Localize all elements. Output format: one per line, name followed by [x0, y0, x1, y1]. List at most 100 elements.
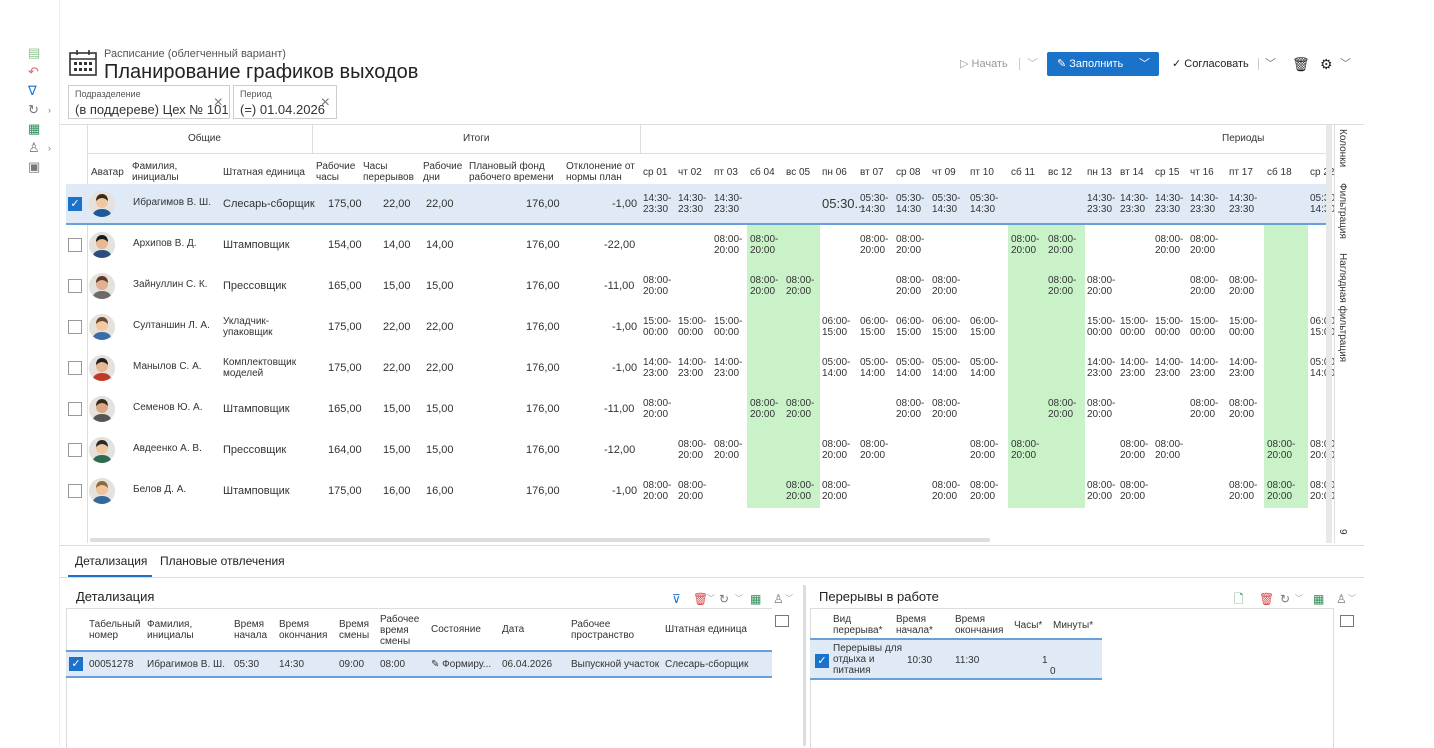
chevron-down-icon[interactable]: ﹀ [785, 594, 793, 603]
shift-cell: 05:00- 14:00 [860, 357, 889, 379]
breaks-row-checkbox[interactable]: ✓ [815, 654, 829, 668]
side-tab[interactable]: Наглядная фильтрация [1337, 253, 1348, 363]
expand-arrow-icon[interactable]: › [48, 143, 51, 153]
tab-detail[interactable]: Детализация [75, 554, 148, 568]
undo-icon[interactable]: ↶ [28, 64, 39, 79]
position-label: Штамповщик [223, 485, 290, 497]
close-icon[interactable]: × [320, 94, 330, 111]
start-dropdown-icon[interactable]: ﹀ [1027, 58, 1038, 70]
refresh-icon[interactable]: ↻ [28, 102, 39, 117]
chevron-down-icon[interactable]: ﹀ [1139, 58, 1150, 70]
column-header-day: чт 09 [932, 167, 956, 178]
avatar [89, 478, 115, 504]
shift-cell: 08:00- 20:00 [786, 275, 815, 297]
employee-name: Авдеенко А. В. [133, 443, 202, 454]
shift-cell: 08:00- 20:00 [1267, 439, 1296, 461]
filter-chip[interactable]: Подразделение (в поддереве) Цех № 101 × [68, 85, 230, 119]
fill-button[interactable]: ✎ Заполнить ﹀ [1047, 52, 1159, 76]
shift-cell: 08:00- 20:00 [643, 480, 672, 502]
shift-cell: 08:00- 20:00 [1229, 275, 1258, 297]
shift-cell: 05:30 14:30 [1310, 193, 1336, 215]
excel-icon[interactable]: ▦ [28, 121, 41, 136]
group-divider [312, 125, 313, 153]
chevron-down-icon[interactable]: ﹀ [1348, 594, 1356, 603]
user-icon[interactable]: ♙ [28, 140, 40, 155]
calendar-icon[interactable]: ▣ [28, 159, 41, 174]
panel-splitter[interactable] [803, 585, 806, 746]
shift-cell: 08:00- 20:00 [1120, 480, 1149, 502]
tab-planned[interactable]: Плановые отвлечения [160, 554, 285, 568]
row-checkbox[interactable] [68, 484, 82, 498]
shift-cell: 08:00- 20:00 [1229, 398, 1258, 420]
chevron-down-icon[interactable]: ﹀ [707, 594, 715, 603]
deviation: -11,00 [604, 403, 635, 415]
detail-row-checkbox[interactable]: ✓ [69, 657, 83, 671]
detail-column-chooser-icon[interactable] [775, 615, 789, 627]
row-checkbox[interactable]: ✓ [68, 197, 82, 211]
grid-horizontal-scrollbar[interactable] [90, 538, 990, 542]
chevron-down-icon[interactable]: ﹀ [1295, 594, 1303, 603]
shift-cell: 08:00- 20:00 [714, 439, 743, 461]
detail-column-header: Фамилия, инициалы [147, 619, 194, 641]
refresh-icon[interactable]: ↻ [719, 592, 730, 606]
shift-cell: 08:00- 20:00 [678, 480, 707, 502]
work-hours: 175,00 [328, 198, 362, 210]
start-button[interactable]: ▷ Начать [960, 58, 1008, 70]
excel-icon[interactable]: ▦ [750, 592, 762, 606]
column-header-day: вт 07 [860, 167, 884, 178]
work-days: 15,00 [426, 280, 454, 292]
filter-icon[interactable]: ∇ [28, 83, 37, 98]
shift-cell: 08:00- 20:00 [643, 398, 672, 420]
row-checkbox[interactable] [68, 443, 82, 457]
row-checkbox[interactable] [68, 279, 82, 293]
filter-chip[interactable]: Период (=) 01.04.2026 × [233, 85, 337, 119]
avatar [89, 232, 115, 258]
close-icon[interactable]: × [213, 94, 223, 111]
shift-cell: 08:00- 20:00 [750, 398, 779, 420]
user-icon[interactable]: ♙ [1336, 592, 1347, 606]
avatar [89, 314, 115, 340]
shift-cell: 05:30- 14:30 [932, 193, 961, 215]
shift-cell: 08:00- 20:00 [643, 275, 672, 297]
employee-name: Зайнуллин С. К. [133, 279, 208, 290]
shift-cell: 08:00- 20:00 [896, 398, 925, 420]
row-checkbox[interactable] [68, 361, 82, 375]
shift-cell: 06:00 15:00 [1310, 316, 1336, 338]
gear-icon[interactable]: ⚙ [1320, 56, 1333, 72]
detail-cell: 14:30 [279, 659, 305, 670]
trash-icon[interactable]: 🗑 [693, 592, 709, 606]
trash-icon[interactable]: 🗑 [1259, 592, 1275, 606]
grid-vertical-scrollbar[interactable] [1326, 125, 1332, 543]
side-tab[interactable]: Фильтрация [1337, 183, 1348, 239]
approve-dropdown-icon[interactable]: ﹀ [1265, 58, 1276, 70]
add-icon[interactable]: 🗋 [1234, 592, 1244, 606]
shift-cell: 08:00- 20:00 [970, 480, 999, 502]
chevron-down-icon[interactable]: ﹀ [735, 594, 743, 603]
deviation: -12,00 [604, 444, 636, 456]
breaks-column-chooser-icon[interactable] [1340, 615, 1354, 627]
shift-cell: 15:00- 00:00 [1229, 316, 1258, 338]
position-label: Штамповщик [223, 403, 290, 415]
row-checkbox[interactable] [68, 238, 82, 252]
shift-cell: 06:00- 15:00 [822, 316, 851, 338]
row-checkbox[interactable] [68, 320, 82, 334]
breaks-cell: Перерывы для отдыха и питания [833, 643, 902, 676]
side-tab[interactable]: Колонки [1337, 129, 1348, 168]
employee-name: Султаншин Л. А. [133, 320, 210, 331]
settings-dropdown-icon[interactable]: ﹀ [1340, 58, 1351, 70]
refresh-icon[interactable]: ↻ [1280, 592, 1291, 606]
save-icon[interactable]: ▤ [28, 45, 41, 60]
trash-icon[interactable]: 🗑 [1292, 56, 1310, 72]
expand-arrow-icon[interactable]: › [48, 105, 51, 115]
column-header-deviation: Отклонение от нормы план [566, 161, 635, 183]
filter-icon[interactable]: ⊽ [672, 592, 681, 606]
column-header-day: вс 12 [1048, 167, 1073, 178]
work-hours: 164,00 [328, 444, 362, 456]
shift-cell: 06:00- 15:00 [860, 316, 889, 338]
play-icon: ▷ [960, 58, 972, 70]
approve-button[interactable]: ✓ Согласовать [1172, 58, 1249, 70]
excel-icon[interactable]: ▦ [1313, 592, 1325, 606]
user-icon[interactable]: ♙ [773, 592, 784, 606]
row-checkbox[interactable] [68, 402, 82, 416]
position-label: Прессовщик [223, 444, 287, 456]
